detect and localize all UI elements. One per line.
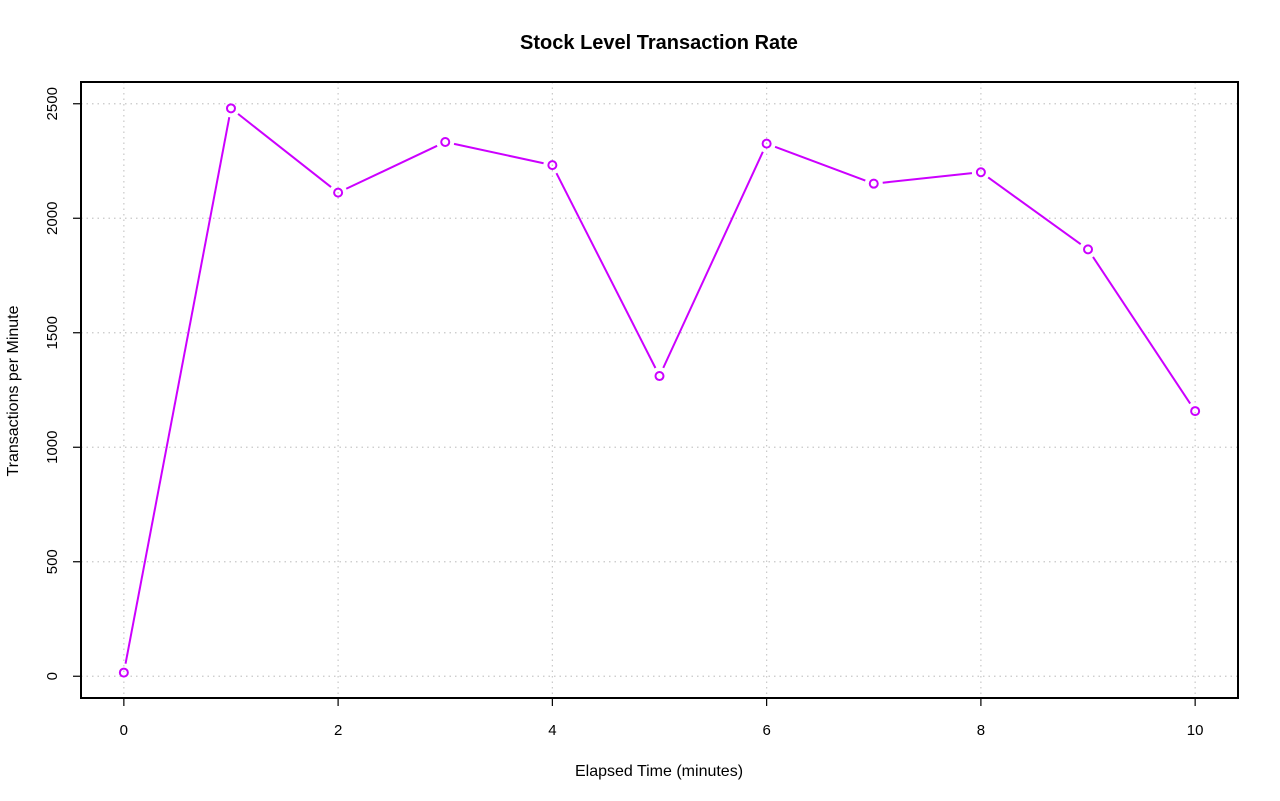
x-axis: 0 2 4 6 8 10 [120, 698, 1204, 739]
series-line-segment [124, 116, 231, 664]
y-tick-label: 2000 [44, 202, 61, 235]
data-point [761, 138, 772, 149]
data-point [547, 160, 558, 171]
series-line-segment [453, 142, 544, 165]
series-line-segment [662, 151, 764, 369]
x-tick-label: 10 [1187, 722, 1204, 739]
data-point [118, 667, 129, 678]
x-tick-label: 0 [120, 722, 128, 739]
data-point [868, 178, 879, 189]
y-axis: 0 500 1000 1500 2000 2500 [44, 87, 81, 680]
series-line-segment [1092, 256, 1192, 405]
x-axis-label: Elapsed Time (minutes) [575, 763, 743, 780]
series-line-segment [774, 145, 866, 182]
series-line-segment [345, 144, 438, 190]
data-point [654, 371, 665, 382]
series-line-segment [882, 172, 973, 184]
plot-frame [80, 81, 1239, 699]
x-tick-label: 8 [977, 722, 985, 739]
series-group [118, 103, 1201, 678]
y-tick-label: 500 [44, 549, 61, 574]
data-point [975, 167, 986, 178]
data-point [225, 103, 236, 114]
x-tick-label: 2 [334, 722, 342, 739]
series-line-segment [987, 176, 1082, 245]
x-tick-label: 4 [548, 722, 556, 739]
series-line-segment [237, 113, 332, 188]
series-line-segment [555, 172, 657, 369]
data-point [1190, 406, 1201, 417]
data-point [440, 136, 451, 147]
y-tick-label: 0 [44, 672, 61, 680]
y-tick-label: 1000 [44, 431, 61, 464]
x-tick-label: 6 [762, 722, 770, 739]
y-axis-label: Transactions per Minute [5, 305, 22, 476]
chart-title: Stock Level Transaction Rate [520, 32, 798, 54]
grid [81, 82, 1238, 698]
data-point [333, 187, 344, 198]
y-tick-label: 2500 [44, 87, 61, 120]
y-tick-label: 1500 [44, 316, 61, 349]
data-point [1083, 244, 1094, 255]
